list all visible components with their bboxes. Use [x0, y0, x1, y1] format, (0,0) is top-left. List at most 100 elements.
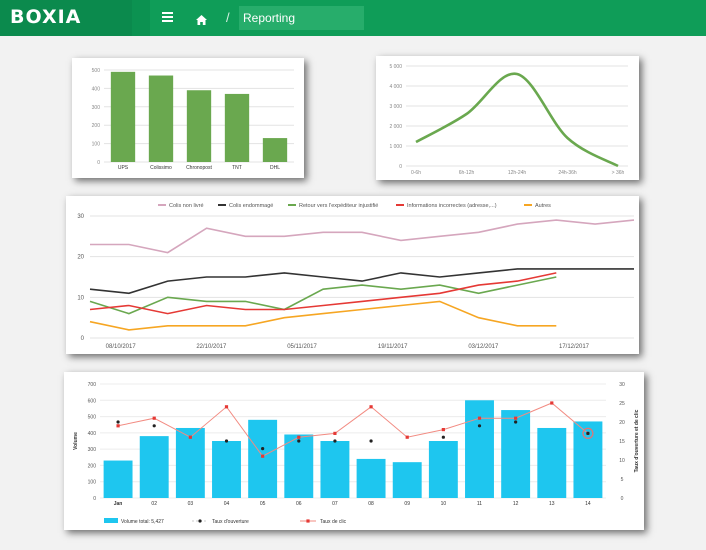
x-tick-label: Chronopost [186, 165, 212, 171]
click-rate-point [477, 416, 482, 420]
click-rate-point [369, 405, 373, 409]
click-rate-point [514, 416, 518, 420]
y-tick-label: 100 [88, 480, 97, 486]
y-tick-label: 200 [92, 123, 101, 129]
click-rate-point [550, 401, 554, 405]
click-rate-point [441, 428, 445, 432]
x-tick-label: 17/12/2017 [559, 344, 590, 350]
x-tick-label: 11 [477, 501, 482, 507]
x-tick-label: 13 [549, 501, 555, 507]
x-tick-label: 08/10/2017 [106, 344, 137, 350]
y2-tick-label: 15 [619, 439, 625, 445]
legend-bar-swatch [104, 518, 118, 523]
x-tick-label: Jan [114, 501, 123, 507]
volume-bar [428, 441, 458, 498]
legend-label: Autres [535, 203, 551, 209]
x-tick-label: 0-6h [411, 170, 421, 176]
bar-tnt [224, 93, 250, 162]
y-tick-label: 200 [88, 463, 97, 469]
y2-tick-label: 20 [619, 420, 625, 426]
x-tick-label: 12 [513, 501, 519, 507]
legend-click-label: Taux de clic [320, 519, 347, 525]
click-rate-point [224, 405, 229, 409]
series-line-0 [90, 219, 635, 254]
y-tick-label: 700 [88, 382, 97, 388]
y-tick-label: 0 [97, 160, 100, 166]
volume-bar [537, 427, 567, 498]
y-axis-label: Volume [73, 432, 79, 450]
x-tick-label: 09 [404, 501, 410, 507]
legend-label: Informations incorrectes (adresse,...) [407, 203, 497, 209]
bar-ups [110, 71, 136, 162]
y-tick-label: 30 [77, 214, 84, 220]
x-tick-label: 02 [151, 501, 157, 507]
y-tick-label: 0 [81, 336, 85, 342]
x-tick-label: 19/11/2017 [378, 344, 408, 350]
x-tick-label: 04 [224, 501, 230, 507]
click-rate-point [152, 416, 156, 420]
breadcrumb-separator: / [226, 10, 230, 25]
y2-tick-label: 5 [621, 477, 624, 483]
brand-logo[interactable]: BOXIA [0, 0, 132, 36]
volume-bar [465, 400, 494, 498]
y-tick-label: 100 [92, 142, 101, 148]
open-rate-point [514, 420, 518, 424]
volume-bar [175, 427, 205, 498]
open-rate-point [333, 439, 337, 443]
y-tick-label: 300 [88, 447, 97, 453]
legend-bar-label: Volume total: 5,427 [121, 519, 164, 525]
y-tick-label: 0 [93, 496, 96, 502]
x-tick-label: 24h-36h [558, 170, 577, 176]
click-rate-point [333, 431, 337, 435]
x-tick-label: > 36h [612, 170, 625, 176]
x-tick-label: TNT [232, 165, 242, 171]
x-tick-label: 6h-12h [459, 170, 475, 176]
x-tick-label: 14 [585, 501, 591, 507]
open-rate-point [261, 447, 265, 451]
x-tick-label: 05 [260, 501, 266, 507]
open-rate-point [441, 435, 445, 439]
y2-tick-label: 10 [619, 458, 625, 464]
x-tick-label: 10 [441, 501, 447, 507]
click-rate-point [188, 435, 192, 439]
top-navigation-bar: BOXIA / Reporting [0, 0, 706, 36]
x-tick-label: DHL [270, 165, 280, 171]
y-tick-label: 500 [92, 68, 101, 74]
legend-label: Colis endommagé [229, 203, 273, 209]
bar-colissimo [148, 75, 174, 162]
legend-label: Retour vers l'expéditeur injustifié [299, 203, 378, 209]
open-rate-point [477, 424, 482, 428]
open-rate-point [369, 439, 373, 443]
series-line-3 [89, 272, 557, 315]
volume-bar [356, 458, 386, 498]
volume-bar [212, 441, 241, 498]
open-rate-point [224, 439, 229, 443]
series-line-2 [89, 276, 557, 315]
breadcrumb[interactable]: Reporting [239, 6, 364, 30]
incidents-line-chart-card: Colis non livré Colis endommagé Retour ver… [66, 196, 639, 354]
series-line-1 [89, 268, 634, 295]
y-tick-label: 400 [88, 431, 97, 437]
x-tick-label: Colissimo [150, 165, 172, 171]
y-tick-label: 0 [399, 164, 402, 170]
x-tick-label: 03/12/2017 [468, 344, 499, 350]
legend-open-dot [198, 519, 202, 523]
click-rate-point [405, 435, 409, 439]
x-tick-label: UPS [118, 165, 129, 171]
brand-name: BOXIA [10, 6, 82, 28]
open-rate-point [586, 431, 590, 435]
menu-icon[interactable] [162, 12, 173, 22]
y-tick-label: 300 [92, 105, 101, 111]
y2-tick-label: 0 [621, 496, 624, 502]
open-rate-point [297, 439, 301, 443]
home-icon[interactable] [196, 12, 207, 30]
delay-line-chart-card: 5 000 4 000 3 000 2 000 1 000 0 0-6h 6h-12h 12h-… [376, 56, 639, 180]
legend-click-dot [306, 519, 310, 523]
incidents-line-chart: Colis non livré Colis endommagé Retour ver… [77, 203, 635, 350]
y2-axis-label: Taux d'ouverture et de clic [634, 409, 640, 472]
nav-divider [132, 0, 150, 36]
open-rate-point [152, 424, 156, 428]
carrier-bar-chart: 500 400 300 200 100 0 UPS Colissimo Chronopost TN… [92, 68, 294, 171]
y-tick-label: 20 [77, 255, 84, 261]
bar-chronopost [186, 90, 212, 162]
